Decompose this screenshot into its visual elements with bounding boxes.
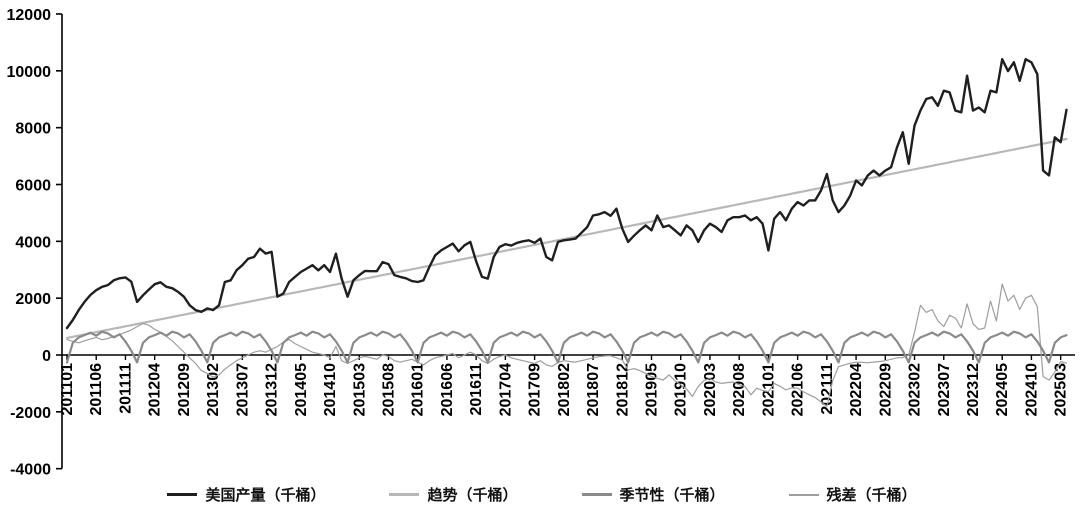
x-axis-tick-label: 201204 bbox=[147, 363, 164, 416]
x-axis-tick-label: 202008 bbox=[731, 363, 748, 416]
x-axis-tick-label: 201209 bbox=[176, 363, 193, 416]
us-production-series-line bbox=[65, 58, 1068, 330]
residual-line-swatch bbox=[788, 493, 819, 496]
x-axis-tick-label: 201302 bbox=[205, 363, 222, 416]
x-axis-tick-label: 201802 bbox=[556, 363, 573, 416]
x-axis-tick-label: 201503 bbox=[351, 363, 368, 416]
residual-legend-label: 残差（千桶） bbox=[826, 487, 917, 504]
x-axis-tick-label: 201405 bbox=[293, 363, 310, 416]
legend-item-residual: 残差（千桶） bbox=[788, 484, 917, 505]
x-axis-tick-label: 201312 bbox=[264, 363, 281, 416]
x-axis-tick-label: 201111 bbox=[117, 363, 134, 414]
x-axis-tick-label: 202003 bbox=[702, 363, 719, 416]
us-production-legend-label: 美国产量（千桶） bbox=[205, 487, 326, 504]
y-axis-tick-label: 12000 bbox=[7, 7, 52, 24]
x-axis-tick-label: 202307 bbox=[936, 363, 953, 416]
x-axis-tick-label: 201508 bbox=[380, 363, 397, 416]
us-production-line-swatch bbox=[167, 493, 198, 496]
y-axis-tick-label: -4000 bbox=[10, 462, 51, 479]
x-axis-tick-label: 201611 bbox=[468, 363, 485, 416]
x-axis-tick-label: 202101 bbox=[760, 363, 777, 416]
y-axis-tick-label: 10000 bbox=[7, 64, 52, 81]
x-axis-tick-label: 201709 bbox=[527, 363, 544, 416]
y-axis-tick-label: -2000 bbox=[10, 405, 51, 422]
chart-plot-area: 12000 10000 8000 6000 4000 2000 0 -2000 -4000 201… bbox=[7, 7, 1075, 479]
legend-item-seasonality: 季节性（千桶） bbox=[581, 484, 725, 505]
x-axis-tick-label: 201307 bbox=[234, 363, 251, 416]
x-axis-tick-label: 201606 bbox=[439, 363, 456, 416]
x-axis-tick-label: 202312 bbox=[965, 363, 982, 416]
x-axis-tick-label: 202106 bbox=[790, 363, 807, 416]
seasonality-line-swatch bbox=[581, 493, 612, 496]
x-axis-tick-label: 201905 bbox=[644, 363, 661, 416]
legend-item-us-production: 美国产量（千桶） bbox=[167, 484, 325, 505]
x-axis-tick-label: 201807 bbox=[585, 363, 602, 416]
x-axis-tick-label: 202111 bbox=[819, 363, 836, 415]
legend-item-trend: 趋势（千桶） bbox=[389, 484, 518, 505]
seasonality-series-line bbox=[65, 330, 1068, 364]
residual-series-line bbox=[66, 283, 1068, 407]
x-axis-tick-label: 201101 bbox=[59, 363, 76, 416]
y-axis-tick-label: 8000 bbox=[15, 121, 51, 138]
trend-legend-label: 趋势（千桶） bbox=[427, 487, 518, 504]
x-axis-tick-label: 201910 bbox=[673, 363, 690, 416]
x-axis-tick-label: 202204 bbox=[848, 363, 865, 416]
trend-series-line bbox=[65, 137, 1068, 339]
x-axis-tick-label: 201106 bbox=[88, 363, 105, 416]
y-axis-tick-label: 2000 bbox=[15, 291, 51, 308]
legend: 美国产量（千桶） 趋势（千桶） 季节性（千桶） 残差（千桶） bbox=[0, 484, 1084, 505]
x-axis-tick-label: 202302 bbox=[907, 363, 924, 416]
seasonality-legend-label: 季节性（千桶） bbox=[619, 487, 725, 504]
trend-line-swatch bbox=[389, 493, 420, 496]
x-axis-tick-label: 202503 bbox=[1053, 363, 1070, 416]
x-axis-tick-label: 201812 bbox=[614, 363, 631, 416]
x-axis-tick-label: 202410 bbox=[1023, 363, 1040, 416]
x-axis-tick-label: 202405 bbox=[994, 363, 1011, 416]
x-axis-tick-label: 201704 bbox=[497, 363, 514, 416]
y-axis-tick-label: 0 bbox=[42, 348, 51, 365]
y-axis-tick-label: 4000 bbox=[15, 234, 51, 251]
y-axis-tick-label: 6000 bbox=[15, 178, 51, 195]
x-axis-tick-label: 201410 bbox=[322, 363, 339, 416]
x-axis-tick-label: 201601 bbox=[410, 363, 427, 416]
x-axis-tick-label: 202209 bbox=[877, 363, 894, 416]
